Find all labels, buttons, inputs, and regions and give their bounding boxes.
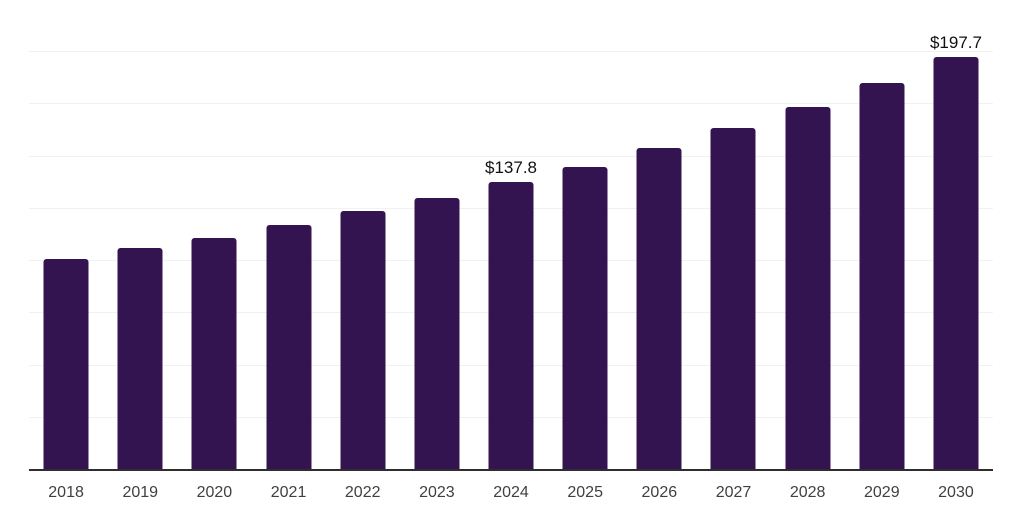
bar-2021 bbox=[266, 224, 312, 470]
gridline-150 bbox=[29, 155, 993, 157]
x-axis-labels: 2018 2019 2020 2021 2022 2023 2024 2025 2026 2027… bbox=[29, 485, 993, 501]
bar-slot-2030: $197.7 bbox=[919, 0, 993, 470]
x-tick-2023: 2023 bbox=[419, 484, 455, 501]
bar-slot-2019 bbox=[103, 0, 177, 470]
bar-slot-2024: $137.8 bbox=[474, 0, 548, 470]
bar-2019 bbox=[117, 248, 163, 470]
x-tick-2026: 2026 bbox=[641, 484, 678, 501]
x-tick-2029: 2029 bbox=[864, 484, 900, 501]
x-axis-line bbox=[29, 469, 993, 471]
bar-2030 bbox=[933, 57, 979, 470]
x-tick-2027: 2027 bbox=[715, 484, 752, 501]
bar-chart: $137.8 $197.7 2018 2019 2020 2021 2022 2023 202… bbox=[29, 0, 993, 512]
x-tick-2018: 2018 bbox=[48, 484, 84, 501]
bar-slot-2023 bbox=[400, 0, 474, 470]
value-label-2030: $197.7 bbox=[929, 33, 982, 53]
x-tick-2021: 2021 bbox=[270, 484, 307, 501]
bar-2024 bbox=[488, 182, 534, 470]
bar-2022 bbox=[340, 210, 386, 470]
gridline-175 bbox=[29, 103, 993, 105]
bar-slot-2028 bbox=[771, 0, 845, 470]
plot-area: $137.8 $197.7 bbox=[29, 0, 993, 471]
bars: $137.8 $197.7 bbox=[29, 0, 993, 470]
x-tick-2030: 2030 bbox=[938, 484, 974, 501]
bar-2020 bbox=[191, 237, 237, 470]
bar-slot-2022 bbox=[326, 0, 400, 470]
value-label-2024: $137.8 bbox=[485, 158, 538, 178]
bar-slot-2018 bbox=[29, 0, 103, 470]
bar-slot-2025 bbox=[548, 0, 622, 470]
bar-2026 bbox=[636, 148, 682, 470]
bar-2028 bbox=[785, 106, 831, 470]
x-tick-2025: 2025 bbox=[567, 484, 603, 501]
bar-slot-2021 bbox=[251, 0, 325, 470]
x-tick-2020: 2020 bbox=[196, 484, 233, 501]
x-tick-2024: 2024 bbox=[493, 484, 529, 501]
gridline-200 bbox=[29, 51, 993, 53]
bar-slot-2027 bbox=[696, 0, 770, 470]
x-tick-2019: 2019 bbox=[122, 484, 159, 501]
bar-2023 bbox=[414, 197, 460, 470]
bar-2018 bbox=[43, 259, 89, 470]
bar-2027 bbox=[710, 128, 756, 470]
bar-slot-2026 bbox=[622, 0, 696, 470]
x-tick-2028: 2028 bbox=[789, 484, 826, 501]
x-tick-2022: 2022 bbox=[344, 484, 381, 501]
bar-2029 bbox=[859, 83, 905, 470]
bar-slot-2020 bbox=[177, 0, 251, 470]
bar-2025 bbox=[562, 166, 608, 470]
bar-slot-2029 bbox=[845, 0, 919, 470]
